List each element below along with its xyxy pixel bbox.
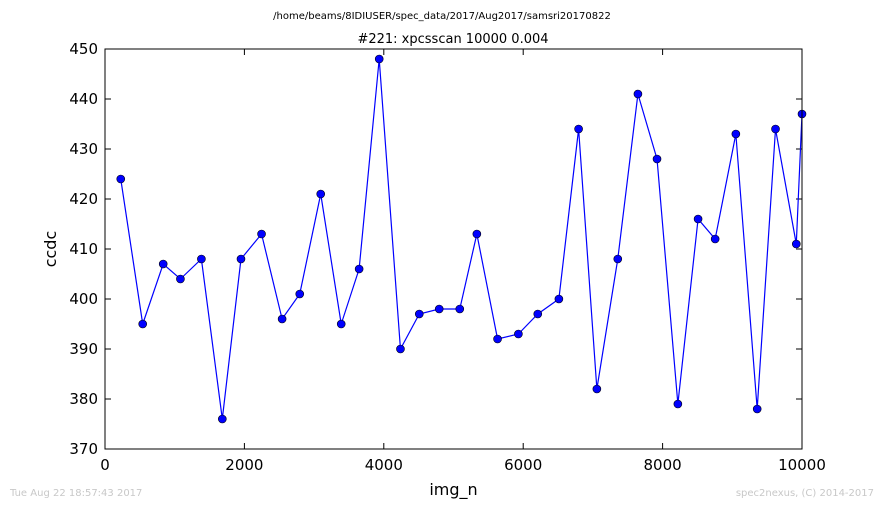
series-line <box>120 58 803 420</box>
x-axis-ticks: 0 2000 4000 6000 8000 10000 <box>100 49 826 474</box>
data-point <box>791 239 801 249</box>
data-point <box>771 124 780 134</box>
data-point <box>592 384 602 394</box>
y-tick-label: 430 <box>69 140 98 158</box>
data-point <box>316 189 326 199</box>
y-tick-label: 410 <box>69 240 98 258</box>
data-point <box>354 264 364 274</box>
data-point <box>257 229 266 239</box>
y-tick-label: 370 <box>69 440 98 458</box>
footer-timestamp: Tue Aug 22 18:57:43 2017 <box>10 488 143 499</box>
data-point <box>652 154 662 164</box>
data-point <box>493 334 502 344</box>
y-tick-label: 420 <box>69 190 98 208</box>
x-tick-label: 8000 <box>644 456 682 474</box>
x-tick-label: 0 <box>100 456 110 474</box>
data-point <box>533 309 543 319</box>
data-point <box>336 319 346 329</box>
y-tick-label: 400 <box>69 290 98 308</box>
data-point <box>710 234 720 244</box>
y-tick-label: 440 <box>69 90 98 108</box>
x-tick-label: 6000 <box>504 456 542 474</box>
plot-area <box>116 54 807 424</box>
data-point <box>295 289 305 299</box>
y-axis-ticks: 370 380 390 400 410 420 430 440 450 <box>69 40 802 458</box>
data-point <box>472 229 482 239</box>
data-point <box>116 174 126 184</box>
x-tick-label: 2000 <box>225 456 263 474</box>
y-axis-label: ccdc <box>41 231 60 268</box>
data-point <box>277 314 287 324</box>
data-point <box>752 404 762 414</box>
figure-suptitle: /home/beams/8IDIUSER/spec_data/2017/Aug2… <box>273 11 611 22</box>
data-point <box>138 319 148 329</box>
data-point <box>554 294 564 304</box>
data-point <box>574 124 583 134</box>
data-point <box>673 399 683 409</box>
data-point <box>374 54 384 64</box>
chart-title: #221: xpcsscan 10000 0.004 <box>357 32 548 47</box>
x-tick-label: 10000 <box>778 456 826 474</box>
data-point <box>396 344 405 354</box>
data-point <box>731 129 741 139</box>
y-tick-label: 390 <box>69 340 98 358</box>
y-tick-label: 380 <box>69 390 98 408</box>
data-point <box>414 309 424 319</box>
y-tick-label: 450 <box>69 40 98 58</box>
data-point <box>633 89 643 99</box>
data-point <box>176 274 185 284</box>
footer-credit: spec2nexus, (C) 2014-2017 <box>735 488 874 499</box>
x-tick-label: 4000 <box>365 456 403 474</box>
data-point <box>613 254 623 264</box>
data-point <box>514 329 523 339</box>
plot-frame <box>104 48 803 450</box>
data-point <box>434 304 444 314</box>
data-point <box>218 414 227 424</box>
data-point <box>158 259 168 269</box>
data-point <box>197 254 206 264</box>
data-point <box>455 304 465 314</box>
data-point <box>693 214 703 224</box>
data-point <box>236 254 246 264</box>
x-axis-label: img_n <box>429 480 477 500</box>
